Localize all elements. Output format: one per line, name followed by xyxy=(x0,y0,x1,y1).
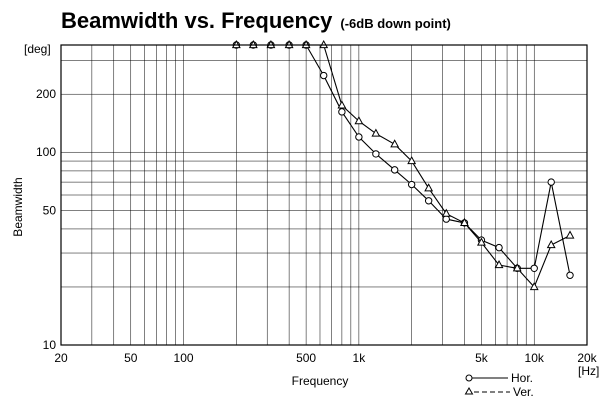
data-point xyxy=(442,215,450,223)
y-tick-label: 10 xyxy=(43,338,57,352)
y-unit-label: [deg] xyxy=(24,42,51,56)
data-point xyxy=(320,71,328,80)
legend-hor-marker xyxy=(465,374,473,382)
data-point xyxy=(512,263,522,272)
series-line xyxy=(236,44,571,289)
data-point xyxy=(407,156,417,165)
data-point xyxy=(372,150,380,158)
x-tick-label: 500 xyxy=(296,351,316,365)
legend-item-hor: Hor. xyxy=(465,371,533,385)
data-point xyxy=(424,197,433,205)
data-point xyxy=(355,133,363,141)
data-point xyxy=(530,264,538,272)
data-point xyxy=(441,208,451,217)
data-point xyxy=(495,243,503,252)
data-point xyxy=(529,281,539,291)
x-tick-label: 1k xyxy=(353,351,367,365)
data-point xyxy=(476,237,486,246)
data-point xyxy=(338,108,346,116)
chart-subtitle: (-6dB down point) xyxy=(340,16,450,31)
data-point xyxy=(494,259,504,269)
data-point xyxy=(566,271,574,279)
data-point xyxy=(371,128,381,137)
legend-ver-label: Ver. xyxy=(513,385,534,398)
data-point xyxy=(248,39,258,49)
y-tick-label: 50 xyxy=(43,203,57,217)
x-tick-label: 20k xyxy=(577,351,597,365)
data-point xyxy=(390,139,400,148)
plot-frame xyxy=(60,44,588,346)
series-line xyxy=(236,44,571,276)
x-unit-label: [Hz] xyxy=(578,364,599,378)
data-point xyxy=(565,230,575,239)
data-point xyxy=(337,100,347,109)
x-tick-label: 20 xyxy=(54,351,68,365)
data-point xyxy=(301,39,311,49)
grid xyxy=(61,45,587,345)
data-point xyxy=(284,39,294,49)
legend-ver-marker xyxy=(464,387,474,395)
series-hor xyxy=(232,41,574,279)
x-tick-label: 100 xyxy=(174,351,194,365)
data-point xyxy=(266,39,276,49)
data-point xyxy=(319,39,329,49)
data-point xyxy=(424,183,434,192)
x-axis-label: Frequency xyxy=(292,374,349,388)
data-point xyxy=(547,178,555,186)
legend-hor-label: Hor. xyxy=(511,371,533,385)
data-point xyxy=(546,240,556,249)
tick-labels: 20 50 100 500 1k 5k 10k 20k 10 50 100 200 xyxy=(36,87,598,365)
legend: Hor. Ver. xyxy=(464,371,534,398)
series-layer xyxy=(231,39,575,291)
data-point xyxy=(407,180,416,189)
y-axis-label: Beamwidth xyxy=(11,177,25,236)
x-tick-label: 50 xyxy=(124,351,138,365)
legend-item-ver: Ver. xyxy=(464,385,534,398)
y-tick-label: 100 xyxy=(36,145,56,159)
series-ver xyxy=(231,39,575,291)
y-tick-label: 200 xyxy=(36,87,56,101)
data-point xyxy=(460,217,469,226)
data-point xyxy=(390,166,399,174)
data-point xyxy=(231,39,241,49)
x-tick-label: 5k xyxy=(475,351,489,365)
x-tick-label: 10k xyxy=(525,351,545,365)
data-point xyxy=(354,116,364,125)
chart-title: Beamwidth vs. Frequency xyxy=(61,8,333,33)
